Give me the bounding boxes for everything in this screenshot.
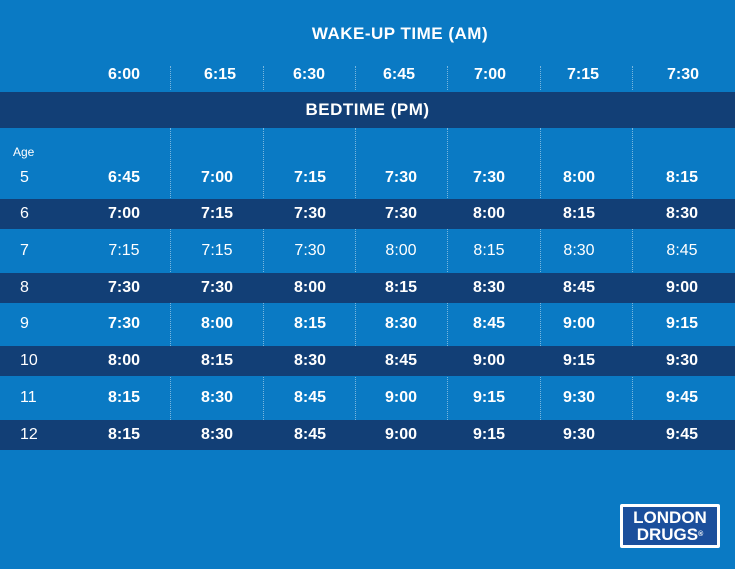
wake-time-cell: 7:00 (473, 66, 507, 83)
column-divider (263, 66, 264, 90)
bedtime-cell: 9:45 (665, 426, 699, 443)
wake-time-cell: 6:30 (292, 66, 326, 83)
age-cell: 9 (20, 315, 29, 332)
bedtime-cell: 7:30 (200, 279, 234, 296)
bedtime-cell: 8:15 (107, 426, 141, 443)
bedtime-cell: 8:30 (563, 242, 595, 259)
bedtime-cell: 8:00 (107, 352, 141, 369)
bedtime-cell: 7:00 (107, 205, 141, 222)
age-cell: 6 (20, 205, 29, 222)
table-row-age-11: 11 8:15 8:30 8:45 9:00 9:15 9:30 9:45 (0, 383, 735, 413)
bedtime-cell: 7:15 (108, 242, 140, 259)
table-row-age-10: 10 8:00 8:15 8:30 8:45 9:00 9:15 9:30 (0, 346, 735, 376)
bedtime-cell: 8:15 (107, 389, 141, 406)
bedtime-cell: 8:15 (293, 315, 327, 332)
age-cell: 8 (20, 279, 29, 296)
bedtime-cell: 8:15 (384, 279, 418, 296)
bedtime-cell: 9:00 (562, 315, 596, 332)
bedtime-cell: 8:45 (293, 389, 327, 406)
bedtime-cell: 8:15 (200, 352, 234, 369)
column-divider (170, 66, 171, 90)
bedtime-cell: 7:30 (472, 169, 506, 186)
bedtime-cell: 7:30 (293, 205, 327, 222)
age-cell: 11 (20, 389, 37, 406)
bedtime-cell: 8:45 (472, 315, 506, 332)
table-row-age-12: 12 8:15 8:30 8:45 9:00 9:15 9:30 9:45 (0, 420, 735, 450)
bedtime-cell: 7:00 (200, 169, 234, 186)
age-cell: 12 (20, 426, 38, 443)
bedtime-cell: 9:15 (472, 389, 506, 406)
wake-up-time-title: WAKE-UP TIME (AM) (311, 24, 489, 43)
bedtime-cell: 8:45 (562, 279, 596, 296)
bedtime-cell: 7:30 (384, 205, 418, 222)
table-row-age-6: 6 7:00 7:15 7:30 7:30 8:00 8:15 8:30 (0, 199, 735, 229)
bedtime-cell: 7:30 (294, 242, 326, 259)
age-cell: 10 (20, 352, 38, 369)
bedtime-cell: 8:30 (665, 205, 699, 222)
bedtime-cell: 8:30 (293, 352, 327, 369)
bedtime-cell: 9:30 (562, 426, 596, 443)
bedtime-cell: 8:00 (200, 315, 234, 332)
bedtime-cell: 8:15 (562, 205, 596, 222)
bedtime-cell: 7:30 (107, 315, 141, 332)
bedtime-title: BEDTIME (PM) (305, 100, 430, 119)
bedtime-cell: 8:30 (472, 279, 506, 296)
registered-mark: ® (698, 531, 704, 538)
bedtime-cell: 7:15 (200, 205, 234, 222)
wake-times-row: 6:00 6:15 6:30 6:45 7:00 7:15 7:30 (0, 60, 735, 90)
bedtime-cell: 8:00 (385, 242, 417, 259)
age-column-header: Age (13, 145, 35, 159)
wake-time-cell: 6:00 (107, 66, 141, 83)
table-row-age-5: 5 6:45 7:00 7:15 7:30 7:30 8:00 8:15 (0, 163, 735, 193)
bedtime-cell: 9:00 (384, 389, 418, 406)
bedtime-cell: 9:00 (384, 426, 418, 443)
bedtime-cell: 9:30 (665, 352, 699, 369)
logo-plate: LONDON DRUGS® (623, 507, 717, 545)
bedtime-cell: 7:30 (384, 169, 418, 186)
london-drugs-logo: LONDON DRUGS® (620, 504, 720, 548)
wake-time-cell: 6:15 (203, 66, 237, 83)
table-row-age-7: 7 7:15 7:15 7:30 8:00 8:15 8:30 8:45 (0, 236, 735, 266)
wake-time-cell: 6:45 (382, 66, 416, 83)
column-divider (355, 66, 356, 90)
age-cell: 5 (20, 169, 29, 186)
bedtime-cell: 9:45 (665, 389, 699, 406)
bedtime-cell: 8:45 (293, 426, 327, 443)
table-row-age-8: 8 7:30 7:30 8:00 8:15 8:30 8:45 9:00 (0, 273, 735, 303)
bedtime-cell: 7:15 (293, 169, 327, 186)
bedtime-cell: 9:00 (665, 279, 699, 296)
bedtime-cell: 8:00 (293, 279, 327, 296)
bedtime-cell: 9:15 (665, 315, 699, 332)
logo-line-2: DRUGS® (636, 525, 704, 544)
bedtime-cell: 8:30 (200, 426, 234, 443)
bedtime-cell: 8:15 (665, 169, 699, 186)
bedtime-cell: 8:00 (562, 169, 596, 186)
bedtime-cell: 7:15 (201, 242, 233, 259)
logo-line-1: LONDON (633, 508, 707, 527)
bedtime-cell: 7:30 (107, 279, 141, 296)
age-cell: 7 (20, 242, 29, 259)
bedtime-cell: 9:30 (562, 389, 596, 406)
bedtime-cell: 8:30 (200, 389, 234, 406)
bedtime-cell: 6:45 (107, 169, 141, 186)
wake-time-cell: 7:30 (666, 66, 700, 83)
column-divider (632, 66, 633, 90)
bedtime-cell: 8:30 (384, 315, 418, 332)
bedtime-band: BEDTIME (PM) (0, 92, 735, 128)
bedtime-cell: 8:00 (472, 205, 506, 222)
table-row-age-9: 9 7:30 8:00 8:15 8:30 8:45 9:00 9:15 (0, 309, 735, 339)
bedtime-cell: 9:15 (472, 426, 506, 443)
bedtime-cell: 8:45 (384, 352, 418, 369)
bedtime-cell: 8:45 (666, 242, 698, 259)
column-divider (540, 66, 541, 90)
wake-time-cell: 7:15 (566, 66, 600, 83)
column-divider (447, 66, 448, 90)
bedtime-cell: 8:15 (473, 242, 505, 259)
bedtime-cell: 9:00 (472, 352, 506, 369)
bedtime-cell: 9:15 (562, 352, 596, 369)
